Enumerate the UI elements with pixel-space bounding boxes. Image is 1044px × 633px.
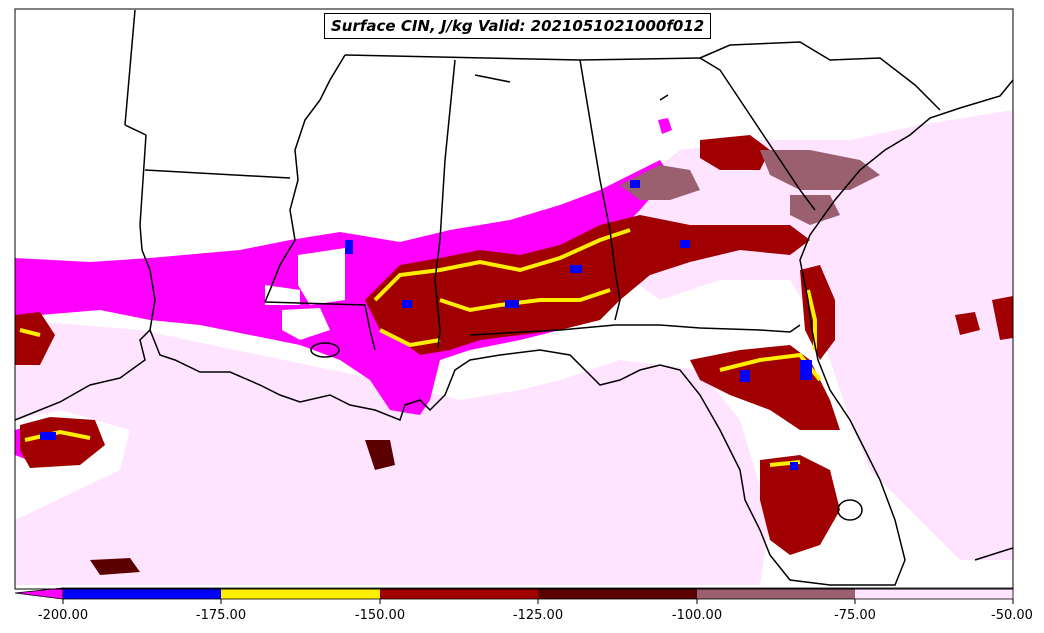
shade-darkred-sw <box>20 417 105 468</box>
colorbar-tick-label: -125.00 <box>512 608 564 623</box>
colorbar-seg-6 <box>855 588 1013 599</box>
shade-darkred-east2 <box>992 296 1013 340</box>
colorbar <box>14 587 1014 604</box>
shade-darkred-sfl <box>760 455 840 555</box>
colorbar-tick-label: -50.00 <box>991 608 1033 623</box>
map-title: Surface CIN, J/kg Valid: 2021051021000f0… <box>324 13 712 39</box>
shade-darkred-sw2 <box>90 558 140 575</box>
shade-darkred-band <box>365 215 810 355</box>
colorbar-tick-label: -75.00 <box>834 608 876 623</box>
map-frame <box>14 8 1014 590</box>
cin-shading <box>15 110 1013 585</box>
shade-mauve <box>620 165 700 200</box>
colorbar-seg-1 <box>63 588 221 599</box>
colorbar-seg-5 <box>697 588 855 599</box>
colorbar-seg-4 <box>538 588 697 599</box>
shade-darkred-west <box>15 312 55 365</box>
colorbar-tick-label: -175.00 <box>195 608 247 623</box>
colorbar-tick-label: -200.00 <box>37 608 89 623</box>
map-outlines <box>14 9 1014 586</box>
shade-light-east <box>610 110 1013 560</box>
shade-darkred-coast <box>800 265 835 360</box>
shade-darkred-ga <box>700 135 770 170</box>
colorbar-seg-2 <box>221 588 380 599</box>
shade-darkred-east <box>955 312 980 335</box>
colorbar-extend-low <box>14 587 64 600</box>
colorbar-seg-3 <box>380 588 538 599</box>
colorbar-tick-label: -100.00 <box>671 608 723 623</box>
shade-magenta-top <box>658 118 672 134</box>
shade-darkred-gulf <box>365 440 395 470</box>
colorbar-tick-label: -150.00 <box>354 608 406 623</box>
